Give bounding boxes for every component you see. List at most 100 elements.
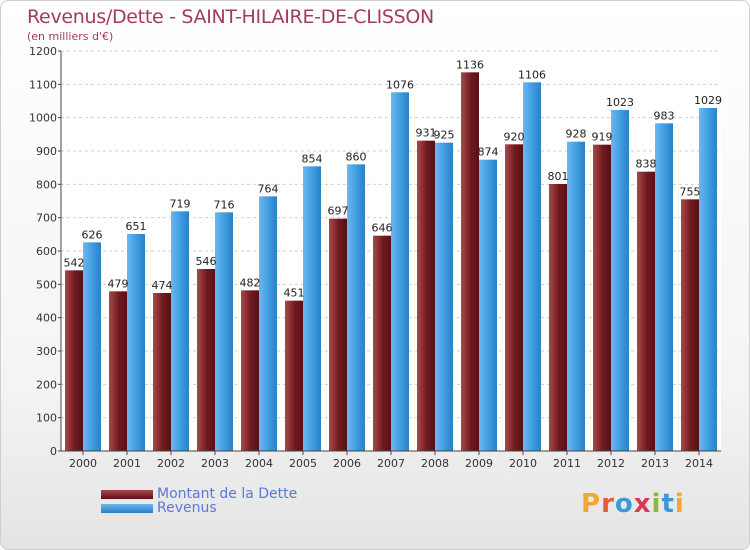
bar-revenue — [655, 123, 673, 451]
logo-letter: x — [633, 489, 652, 519]
bar-revenue — [347, 164, 365, 452]
data-label-debt: 919 — [592, 131, 613, 144]
x-tick-label: 2007 — [377, 457, 405, 470]
bar-debt — [109, 291, 127, 451]
y-tick-label: 400 — [36, 312, 57, 325]
logo-letter: t — [661, 489, 675, 519]
data-label-revenue: 626 — [82, 228, 103, 241]
bar-revenue — [611, 110, 629, 451]
bar-debt — [329, 218, 347, 451]
bar-revenue — [479, 159, 497, 451]
bar-debt — [417, 140, 435, 451]
bar-revenue — [259, 196, 277, 451]
bar-debt — [593, 144, 611, 451]
data-label-debt: 697 — [328, 205, 349, 218]
bar-revenue — [435, 142, 453, 451]
data-label-revenue: 928 — [566, 128, 587, 141]
x-tick-label: 2002 — [157, 457, 185, 470]
data-label-debt: 479 — [108, 277, 129, 290]
bar-debt — [285, 300, 303, 451]
logo-letter: i — [674, 489, 685, 519]
chart-title: Revenus/Dette - SAINT-HILAIRE-DE-CLISSON — [27, 6, 434, 28]
data-label-debt: 546 — [196, 255, 217, 268]
data-label-revenue: 764 — [258, 182, 279, 195]
bar-debt — [241, 290, 259, 451]
x-tick-label: 2013 — [641, 457, 669, 470]
y-tick-label: 700 — [36, 212, 57, 225]
y-tick-label: 500 — [36, 278, 57, 291]
data-label-revenue: 1023 — [606, 96, 634, 109]
data-label-debt: 646 — [372, 222, 393, 235]
data-label-debt: 755 — [680, 185, 701, 198]
data-label-debt: 542 — [64, 256, 85, 269]
data-label-revenue: 651 — [126, 220, 147, 233]
bar-revenue — [171, 211, 189, 451]
data-label-debt: 482 — [240, 276, 261, 289]
x-tick-label: 2005 — [289, 457, 317, 470]
bar-debt — [373, 235, 391, 451]
y-tick-label: 0 — [50, 445, 57, 458]
chart-subtitle: (en milliers d'€) — [27, 30, 114, 43]
bar-revenue — [523, 82, 541, 451]
x-tick-label: 2003 — [201, 457, 229, 470]
logo-letter: o — [614, 489, 634, 519]
data-label-debt: 931 — [416, 127, 437, 140]
legend-item-debt: Montant de la Dette — [101, 486, 298, 502]
proxiti-logo: Proxiti — [581, 489, 685, 519]
data-label-debt: 451 — [284, 287, 305, 300]
bar-debt — [153, 293, 171, 451]
data-label-debt: 474 — [152, 279, 173, 292]
y-tick-label: 1100 — [29, 78, 57, 91]
x-tick-label: 2006 — [333, 457, 361, 470]
data-label-debt: 838 — [636, 158, 657, 171]
bar-revenue — [303, 166, 321, 452]
x-tick-label: 2009 — [465, 457, 493, 470]
bar-revenue — [567, 141, 585, 451]
data-label-revenue: 860 — [346, 150, 367, 163]
data-label-debt: 1136 — [456, 58, 484, 71]
y-tick-label: 1000 — [29, 112, 57, 125]
bar-debt — [65, 270, 83, 451]
data-label-revenue: 716 — [214, 198, 235, 211]
bar-revenue — [699, 108, 717, 451]
data-label-revenue: 1106 — [518, 68, 546, 81]
data-label-revenue: 719 — [170, 197, 191, 210]
data-label-revenue: 1029 — [694, 94, 722, 107]
y-tick-label: 800 — [36, 178, 57, 191]
y-tick-label: 300 — [36, 345, 57, 358]
bar-debt — [549, 184, 567, 451]
y-tick-label: 100 — [36, 412, 57, 425]
logo-letter: P — [581, 489, 602, 519]
bar-debt — [681, 199, 699, 451]
legend-swatch-revenue — [101, 503, 153, 513]
x-tick-label: 2011 — [553, 457, 581, 470]
bar-revenue — [391, 92, 409, 451]
data-label-debt: 920 — [504, 130, 525, 143]
logo-letter: i — [651, 489, 662, 519]
data-label-debt: 801 — [548, 170, 569, 183]
data-label-revenue: 925 — [434, 129, 455, 142]
data-label-revenue: 874 — [478, 146, 499, 159]
bar-revenue — [127, 234, 145, 451]
data-label-revenue: 1076 — [386, 78, 414, 91]
logo-letter: r — [601, 489, 615, 519]
bar-revenue — [215, 212, 233, 451]
legend-label-debt: Montant de la Dette — [157, 486, 298, 502]
bar-revenue — [83, 242, 101, 451]
legend: Montant de la Dette Revenus — [101, 486, 298, 516]
x-tick-label: 2004 — [245, 457, 273, 470]
y-tick-label: 200 — [36, 378, 57, 391]
bar-debt — [461, 72, 479, 451]
bar-debt — [637, 171, 655, 451]
legend-swatch-debt — [101, 489, 153, 499]
x-tick-label: 2001 — [113, 457, 141, 470]
x-tick-label: 2008 — [421, 457, 449, 470]
bar-debt — [505, 144, 523, 452]
x-tick-label: 2000 — [69, 457, 97, 470]
y-tick-label: 600 — [36, 245, 57, 258]
y-tick-label: 900 — [36, 145, 57, 158]
data-label-revenue: 983 — [654, 109, 675, 122]
legend-label-revenue: Revenus — [157, 500, 217, 516]
